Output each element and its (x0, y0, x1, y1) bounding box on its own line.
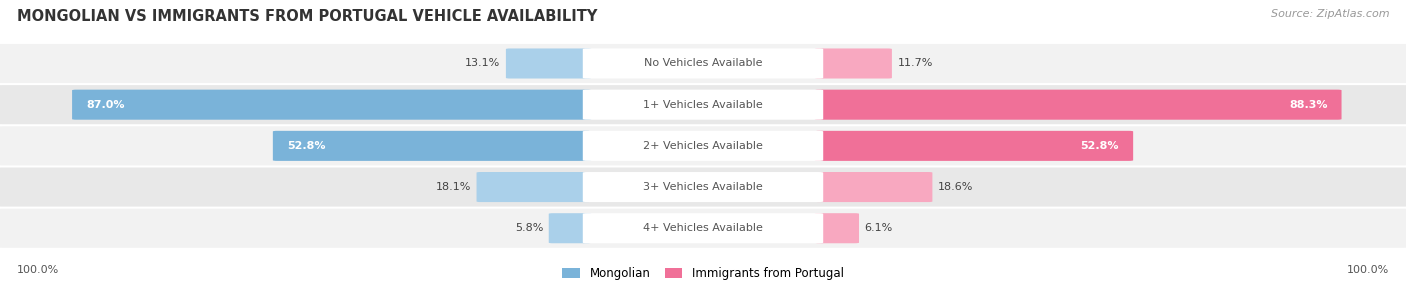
FancyBboxPatch shape (506, 48, 591, 79)
FancyBboxPatch shape (815, 213, 859, 243)
FancyBboxPatch shape (0, 126, 1406, 165)
FancyBboxPatch shape (582, 90, 824, 120)
Text: 1+ Vehicles Available: 1+ Vehicles Available (643, 100, 763, 110)
FancyBboxPatch shape (273, 131, 591, 161)
Text: 2+ Vehicles Available: 2+ Vehicles Available (643, 141, 763, 151)
FancyBboxPatch shape (0, 209, 1406, 248)
Text: No Vehicles Available: No Vehicles Available (644, 59, 762, 68)
FancyBboxPatch shape (582, 172, 824, 202)
Text: MONGOLIAN VS IMMIGRANTS FROM PORTUGAL VEHICLE AVAILABILITY: MONGOLIAN VS IMMIGRANTS FROM PORTUGAL VE… (17, 9, 598, 23)
FancyBboxPatch shape (548, 213, 591, 243)
Text: 3+ Vehicles Available: 3+ Vehicles Available (643, 182, 763, 192)
Text: 4+ Vehicles Available: 4+ Vehicles Available (643, 223, 763, 233)
Text: 52.8%: 52.8% (287, 141, 325, 151)
Text: 100.0%: 100.0% (1347, 265, 1389, 275)
Text: 88.3%: 88.3% (1289, 100, 1327, 110)
Text: 18.1%: 18.1% (436, 182, 471, 192)
FancyBboxPatch shape (0, 44, 1406, 83)
FancyBboxPatch shape (582, 131, 824, 161)
FancyBboxPatch shape (477, 172, 591, 202)
FancyBboxPatch shape (582, 48, 824, 79)
Text: 5.8%: 5.8% (515, 223, 543, 233)
Text: 18.6%: 18.6% (938, 182, 973, 192)
FancyBboxPatch shape (815, 131, 1133, 161)
Text: 13.1%: 13.1% (465, 59, 501, 68)
Text: 100.0%: 100.0% (17, 265, 59, 275)
FancyBboxPatch shape (0, 168, 1406, 206)
FancyBboxPatch shape (72, 90, 591, 120)
Text: 11.7%: 11.7% (897, 59, 934, 68)
Text: 87.0%: 87.0% (86, 100, 125, 110)
Legend: Mongolian, Immigrants from Portugal: Mongolian, Immigrants from Portugal (562, 267, 844, 280)
FancyBboxPatch shape (815, 90, 1341, 120)
Text: 6.1%: 6.1% (865, 223, 893, 233)
FancyBboxPatch shape (0, 85, 1406, 124)
Text: Source: ZipAtlas.com: Source: ZipAtlas.com (1271, 9, 1389, 19)
FancyBboxPatch shape (815, 172, 932, 202)
Text: 52.8%: 52.8% (1081, 141, 1119, 151)
FancyBboxPatch shape (815, 48, 891, 79)
FancyBboxPatch shape (582, 213, 824, 243)
